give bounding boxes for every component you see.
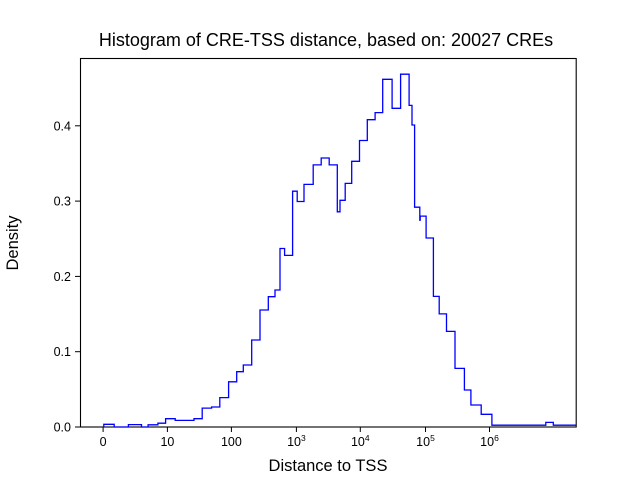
svg-text:0.4: 0.4 <box>54 119 71 133</box>
svg-text:106: 106 <box>480 433 499 449</box>
svg-text:105: 105 <box>416 433 435 449</box>
svg-text:0.2: 0.2 <box>54 270 71 284</box>
svg-text:0.3: 0.3 <box>54 195 71 209</box>
svg-text:0.1: 0.1 <box>54 345 71 359</box>
svg-text:10: 10 <box>160 435 174 449</box>
svg-text:100: 100 <box>221 435 242 449</box>
svg-text:103: 103 <box>287 433 306 449</box>
svg-text:104: 104 <box>351 433 370 449</box>
svg-text:Histogram of CRE-TSS distance,: Histogram of CRE-TSS distance, based on:… <box>99 30 553 50</box>
svg-text:0: 0 <box>100 435 107 449</box>
svg-text:0.0: 0.0 <box>54 421 71 435</box>
svg-text:Distance to TSS: Distance to TSS <box>269 457 388 475</box>
svg-text:Density: Density <box>4 215 22 271</box>
